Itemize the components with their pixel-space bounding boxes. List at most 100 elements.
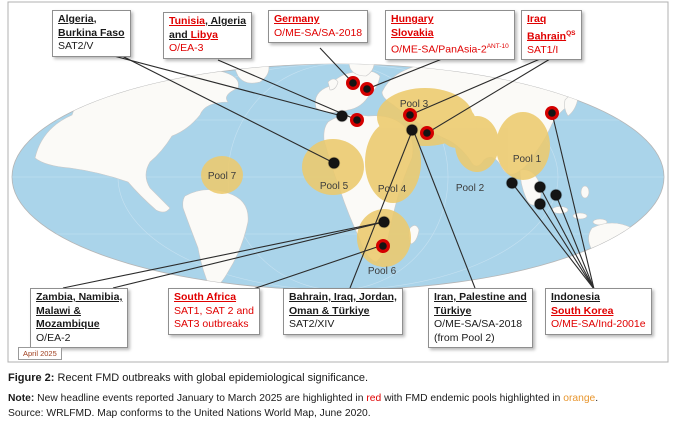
callout-text: SAT3 outbreaks: [174, 318, 249, 330]
outbreak-dot-new-core: [423, 129, 431, 137]
outbreak-dot: [335, 109, 349, 123]
callout-text: ,: [204, 15, 211, 27]
pool-label: Pool 7: [208, 171, 237, 182]
callout-iraq-bahrain: Iraq BahrainQS SAT1/I: [521, 10, 582, 60]
callout-text: Malawi &: [36, 304, 81, 317]
pool-area: [365, 121, 421, 203]
connector-line: [366, 58, 443, 90]
note-text-1: New headline events reported January to …: [34, 393, 367, 404]
callout-text: Oman & Türkiye: [289, 304, 370, 317]
callout-iran-palestine-turkiye: Iran, Palestine and Türkiye O/ME-SA/SA-201…: [428, 288, 533, 348]
callout-text: O/ME-SA/SA-2018: [274, 26, 363, 39]
callout-germany: Germany O/ME-SA/SA-2018: [268, 10, 369, 43]
callout-text: Iraq: [527, 13, 547, 25]
connector-line: [409, 58, 541, 116]
callout-text: ANT-10: [486, 43, 509, 50]
callout-text: Bahrain: [527, 30, 567, 42]
callout-text: Slovakia: [391, 26, 434, 39]
pool-label: Pool 6: [368, 266, 397, 277]
outbreak-dot: [533, 197, 547, 211]
outbreak-dots: [327, 76, 563, 253]
pool-labels: Pool 1 Pool 2 Pool 3 Pool 4 Pool 5 Pool 6 Pool…: [208, 99, 542, 277]
outbreak-dot: [327, 156, 341, 170]
callout-algeria-burkina-faso: Algeria, Burkina Faso SAT2/V: [52, 10, 131, 57]
pool-label: Pool 2: [456, 183, 485, 194]
endemic-pools: [201, 88, 550, 267]
callout-text: Algeria,: [58, 13, 97, 25]
note-red-word: red: [366, 393, 382, 404]
callout-text: South Korea: [551, 304, 614, 317]
connector-lines: [62, 47, 595, 290]
callout-text: SAT1, SAT 2 and: [174, 304, 254, 317]
source-caption: Source: WRLFMD. Map conforms to the Unit…: [8, 408, 371, 419]
connector-line: [252, 244, 384, 290]
callout-hungary-slovakia: Hungary Slovakia O/ME-SA/PanAsia-2ANT-10: [385, 10, 515, 60]
outbreak-dot-new-core: [406, 111, 414, 119]
outbreak-dot-new-core: [349, 79, 357, 87]
connector-line: [539, 203, 595, 290]
callout-text: O/ME-SA/SA-2018: [434, 318, 523, 330]
note-caption: Note: New headline events reported Janua…: [8, 392, 598, 406]
callout-south-africa: South Africa SAT1, SAT 2 and SAT3 outbreak…: [168, 288, 260, 335]
callout-text: South Africa: [174, 291, 237, 303]
callout-text: O/ME-SA/PanAsia-2: [391, 43, 487, 56]
pool-area: [496, 112, 550, 180]
callout-text: Hungary: [391, 13, 434, 25]
connector-line: [349, 130, 413, 289]
callout-indonesia-south-korea: Indonesia South Korea O/ME-SA/Ind-2001e: [545, 288, 652, 335]
callout-text: Zambia, Namibia,: [36, 291, 123, 303]
callout-text: Indonesia: [551, 291, 601, 303]
callout-bahrain-iraq-jordan-oman-turkiye: Bahrain, Iraq, Jordan, Oman & Türkiye SAT2…: [283, 288, 403, 335]
note-text-2: with FMD endemic pools highlighted in: [381, 393, 564, 404]
pool-area: [437, 104, 477, 148]
callout-text: O/ME-SA/Ind-2001e: [551, 318, 646, 330]
note-label: Note:: [8, 393, 35, 404]
connector-line: [217, 59, 358, 121]
callout-text: SAT2/V: [58, 40, 94, 52]
callout-text: Bahrain, Iraq, Jordan,: [289, 291, 397, 303]
callout-text: Mozambique: [36, 318, 100, 330]
outbreak-dot: [405, 123, 419, 137]
note-orange-word: orange: [563, 393, 596, 404]
callout-tunisia-algeria-libya: Tunisia, Algeria and Libya O/EA-3: [163, 12, 253, 59]
connector-line: [426, 58, 551, 134]
connector-line: [555, 194, 595, 290]
outbreak-dot-new-core: [363, 85, 371, 93]
map-date-badge: April 2025: [18, 347, 62, 360]
callout-text: Libya: [190, 28, 219, 41]
callout-text: O/EA-2: [36, 331, 71, 344]
note-text-3: .: [595, 393, 599, 404]
pool-area: [357, 209, 411, 267]
connector-line: [119, 54, 335, 164]
pool-area: [201, 156, 243, 194]
callout-text: (from Pool 2): [434, 331, 495, 344]
connector-line: [413, 131, 476, 289]
outbreak-dot: [533, 180, 547, 194]
figure-caption-text: Recent FMD outbreaks with global epidemi…: [54, 372, 369, 384]
callout-text: Burkina Faso: [58, 26, 125, 39]
callout-text: SAT1/I: [527, 43, 559, 56]
outbreak-dot-new-core: [548, 109, 556, 117]
outbreak-dot-new-core: [353, 116, 361, 124]
callout-text: and: [169, 28, 191, 41]
pool-label: Pool 3: [400, 99, 429, 110]
connector-line: [539, 186, 595, 290]
pool-label: Pool 1: [513, 154, 542, 165]
callout-text: Algeria: [210, 15, 247, 27]
connector-line: [109, 54, 343, 117]
world-map: Pool 1 Pool 2 Pool 3 Pool 4 Pool 5 Pool 6 Pool…: [7, 1, 669, 363]
outbreak-dot: [549, 188, 563, 202]
callout-text: Germany: [274, 13, 320, 25]
pool-label: Pool 4: [378, 184, 407, 195]
callout-text: Iran, Palestine and: [434, 291, 527, 303]
figure-caption: Figure 2: Recent FMD outbreaks with glob…: [8, 371, 368, 385]
connector-line: [112, 221, 385, 289]
connector-line: [511, 182, 595, 290]
outbreak-dot-new-core: [379, 242, 387, 250]
callout-text: Tunisia: [169, 15, 205, 27]
outbreak-dot: [377, 215, 391, 229]
connector-line: [551, 112, 595, 290]
connector-line: [62, 221, 384, 289]
outbreak-dot: [505, 176, 519, 190]
